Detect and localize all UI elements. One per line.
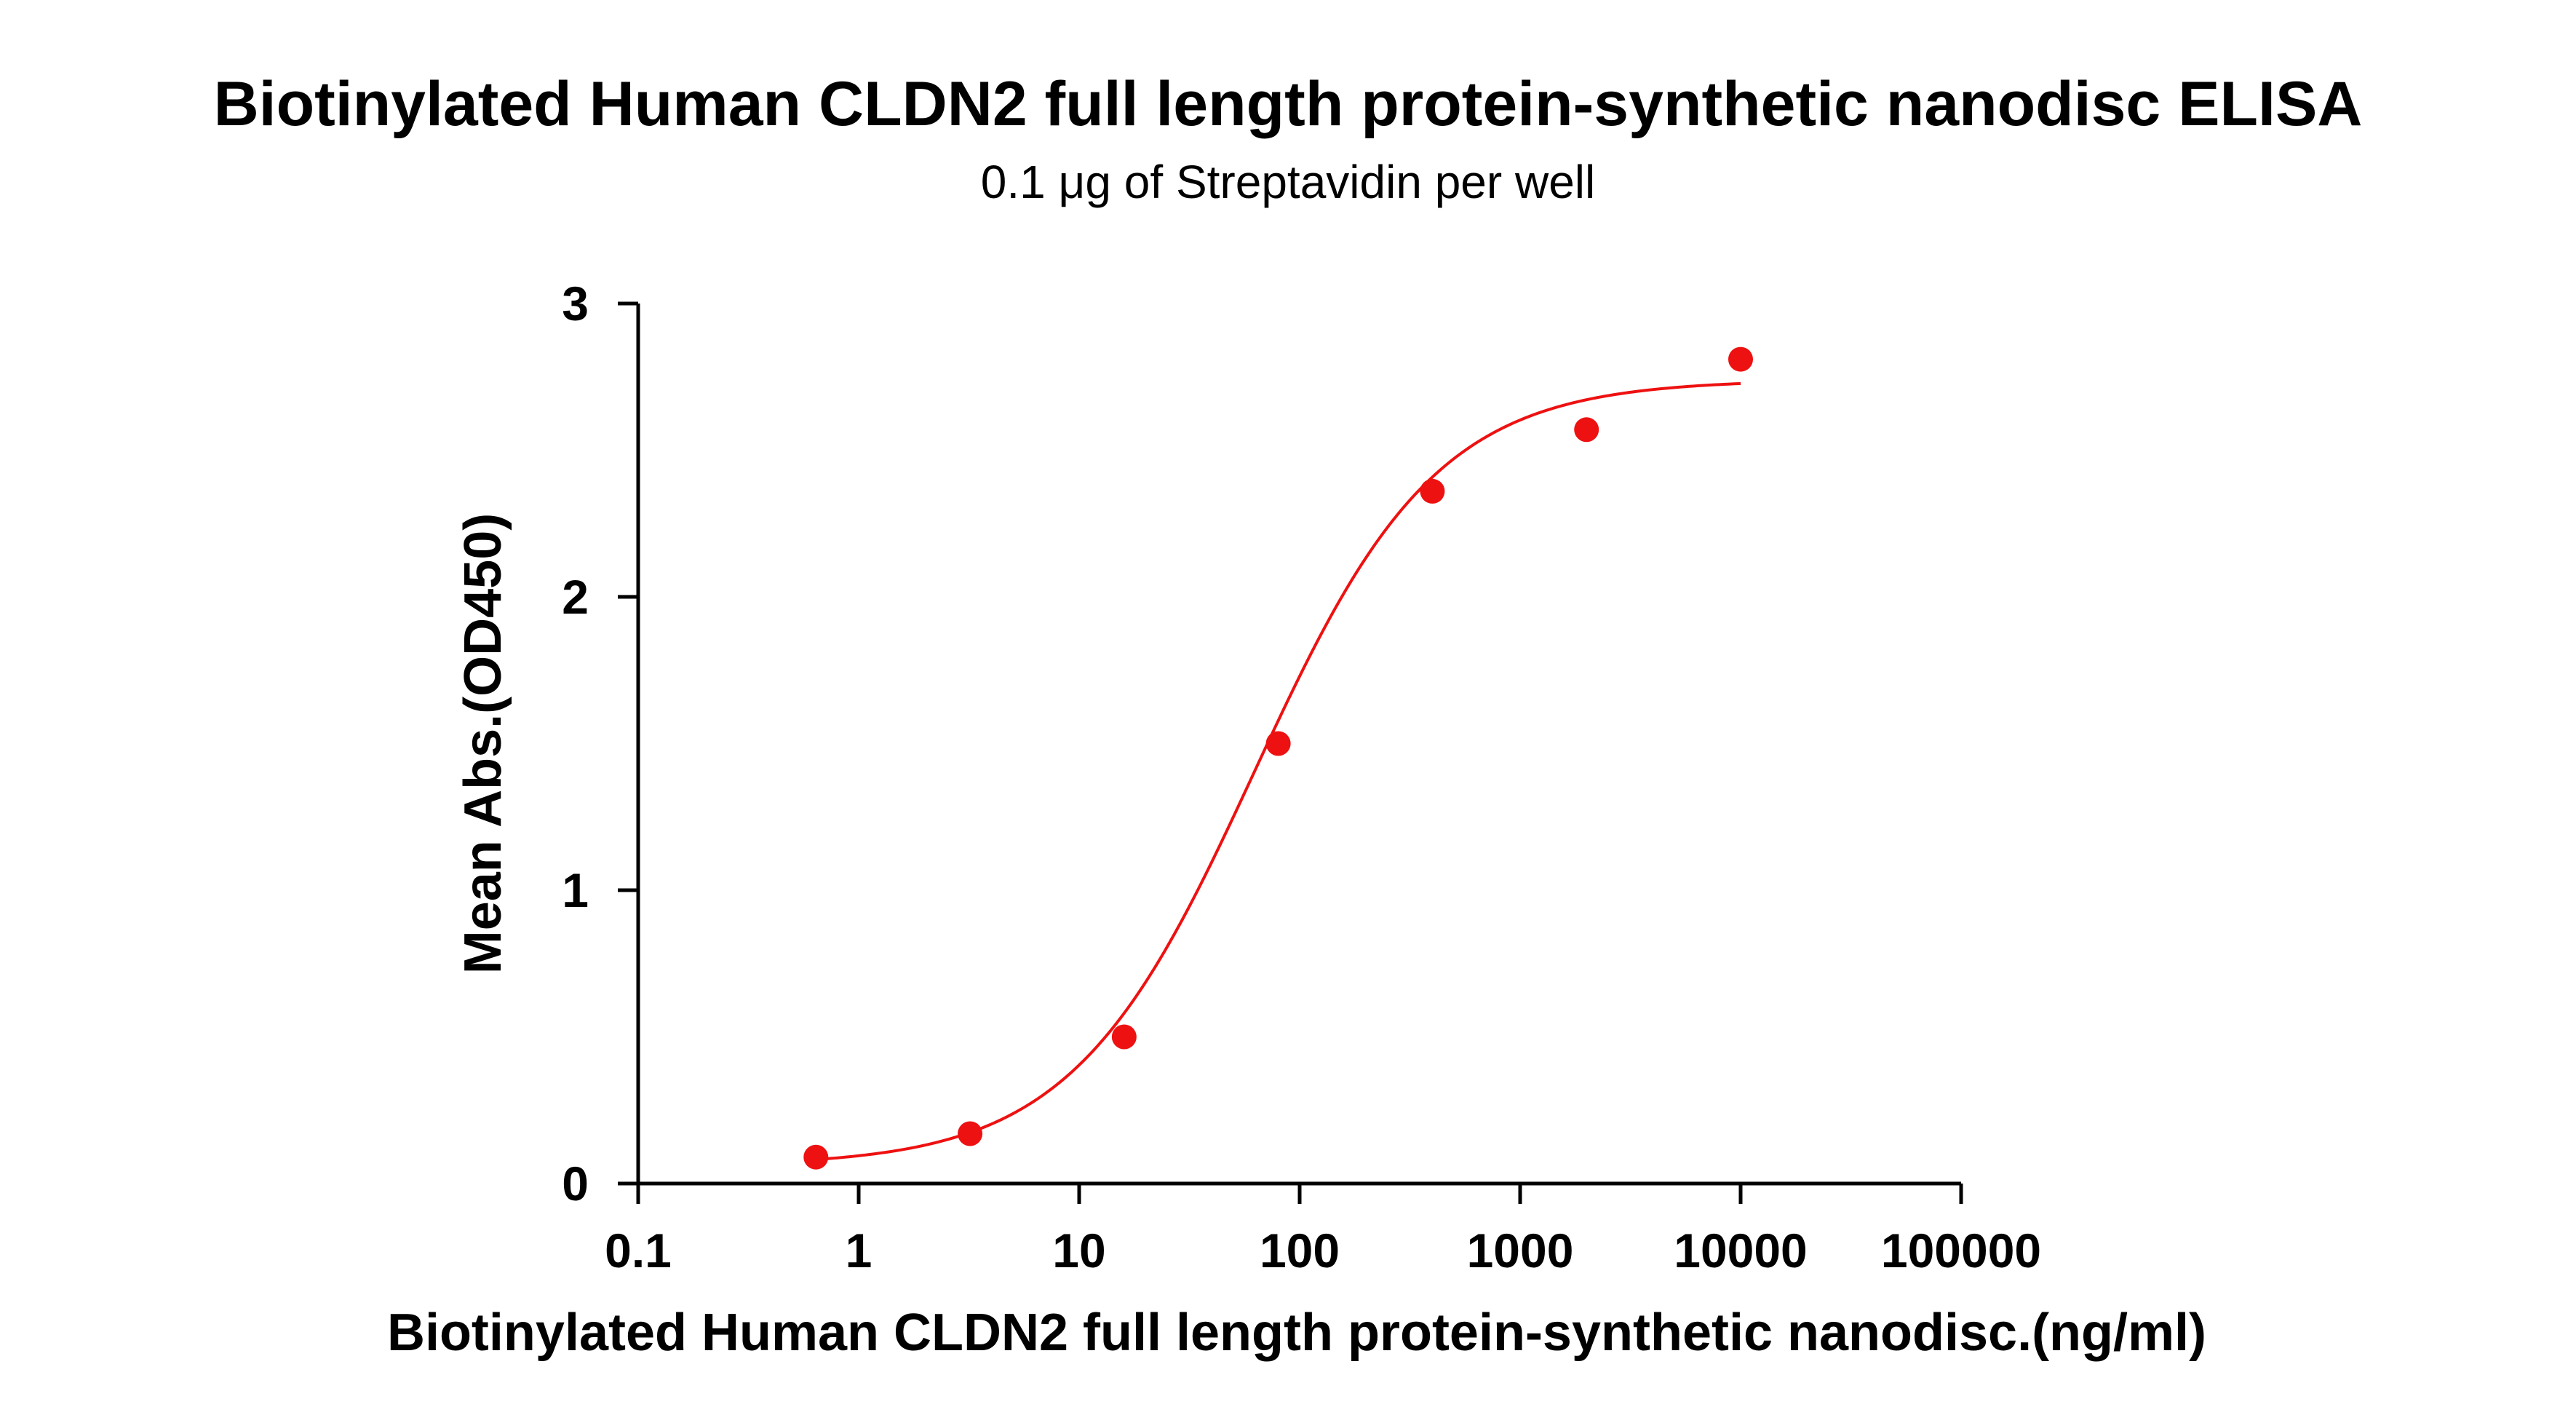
y-axis-ticks: 0 1 2 3 [562,277,638,1210]
data-points [803,346,1753,1170]
data-point [1574,417,1599,443]
x-tick-label: 0.1 [605,1224,672,1277]
x-tick-label: 10 [1052,1224,1105,1277]
x-tick-label: 10000 [1674,1224,1808,1277]
plot-area: 0 1 2 3 0.1 1 10 100 1000 10000 100000 [562,277,2041,1277]
y-axis-label: Mean Abs.(OD450) [454,513,512,974]
chart-title: Biotinylated Human CLDN2 full length pro… [214,69,2363,139]
x-axis-ticks: 0.1 1 10 100 1000 10000 100000 [605,1184,2041,1277]
data-point [803,1144,829,1170]
x-axis-label: Biotinylated Human CLDN2 full length pro… [387,1304,2206,1362]
x-tick-label: 1000 [1467,1224,1574,1277]
chart-subtitle: 0.1 μg of Streptavidin per well [981,156,1595,208]
x-tick-label: 100000 [1881,1224,2041,1277]
fit-curve-line [816,381,1741,1162]
y-tick-label: 2 [562,570,589,624]
x-tick-label: 1 [846,1224,872,1277]
y-tick-label: 0 [562,1157,589,1210]
data-point [1728,346,1753,372]
data-point [1420,478,1445,504]
data-point [1265,731,1291,756]
y-tick-label: 3 [562,277,589,330]
x-tick-label: 100 [1260,1224,1340,1277]
data-point [958,1121,983,1146]
y-tick-label: 1 [562,863,589,917]
data-point [1111,1024,1137,1050]
